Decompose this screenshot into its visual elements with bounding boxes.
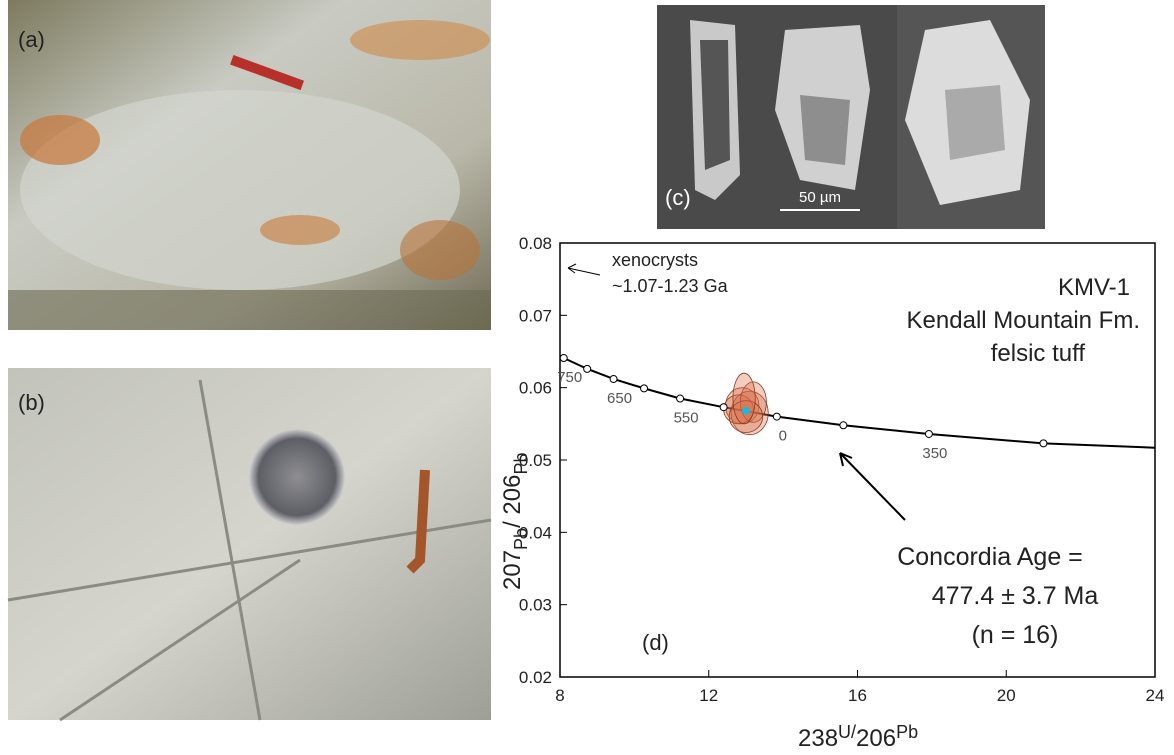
x-label-part: 206 [856, 725, 896, 750]
photo-a [8, 0, 491, 330]
age-label: 550 [674, 410, 699, 427]
age-marker [640, 384, 649, 393]
x-tick-label: 20 [997, 686, 1016, 705]
age-marker [676, 394, 685, 403]
panel-label: (b) [18, 390, 45, 415]
annotation: Concordia Age = [897, 543, 1083, 571]
analysis-ellipse [732, 372, 756, 425]
concordia-curve [559, 355, 1156, 449]
photo-c [657, 5, 1045, 229]
y-tick-label: 0.05 [519, 451, 552, 470]
x-tick-label: 12 [699, 686, 718, 705]
x-label-part: 238 [798, 725, 838, 750]
y-tick-label: 0.07 [519, 306, 552, 325]
panel-label: (d) [642, 630, 669, 655]
annotation: ~1.07-1.23 Ga [612, 276, 729, 296]
panel-label: (a) [18, 27, 45, 52]
y-tick-label: 0.02 [519, 668, 552, 687]
y-tick-label: 0.03 [519, 596, 552, 615]
scale-bar-label: 50 µm [799, 189, 841, 206]
y-tick-label: 0.08 [519, 234, 552, 253]
y-label-part: Pb [511, 528, 531, 550]
age-label: 350 [922, 445, 947, 462]
age-marker [772, 412, 781, 421]
x-tick-label: 16 [848, 686, 867, 705]
arrow [839, 452, 906, 521]
age-marker [609, 374, 618, 383]
age-marker [839, 421, 848, 430]
annotation: felsic tuff [991, 340, 1086, 367]
y-label-part: Pb [511, 453, 531, 475]
x-axis-label: 238U/206Pb [798, 722, 918, 750]
y-axis-label: 207Pb/ 206Pb [499, 453, 531, 591]
x-tick-label: 8 [555, 686, 564, 705]
annotation: KMV-1 [1058, 274, 1130, 301]
age-marker [719, 403, 728, 412]
x-label-part: U/ [838, 722, 856, 742]
age-marker [559, 354, 568, 363]
x-label-part: Pb [896, 722, 918, 742]
x-tick-label: 24 [1146, 686, 1165, 705]
y-label-part: 206 [499, 475, 526, 515]
age-marker [583, 364, 592, 373]
age-label: 0 [779, 428, 787, 445]
annotation: (n = 16) [972, 621, 1059, 649]
age-marker [924, 429, 933, 438]
arrow [567, 263, 601, 276]
y-tick-label: 0.04 [519, 523, 552, 542]
annotation: Kendall Mountain Fm. [907, 307, 1140, 334]
y-label-part: 207 [499, 550, 526, 590]
age-label: 750 [557, 369, 582, 386]
annotation: 477.4 ± 3.7 Ma [932, 582, 1099, 610]
annotation: xenocrysts [612, 250, 698, 270]
y-label-part: / [499, 515, 526, 528]
panel-label: (c) [665, 185, 691, 210]
photo-b [7, 368, 492, 722]
concordia-age-point [741, 406, 750, 415]
age-label: 650 [607, 390, 632, 407]
age-marker [1039, 439, 1048, 448]
y-tick-label: 0.06 [519, 379, 552, 398]
